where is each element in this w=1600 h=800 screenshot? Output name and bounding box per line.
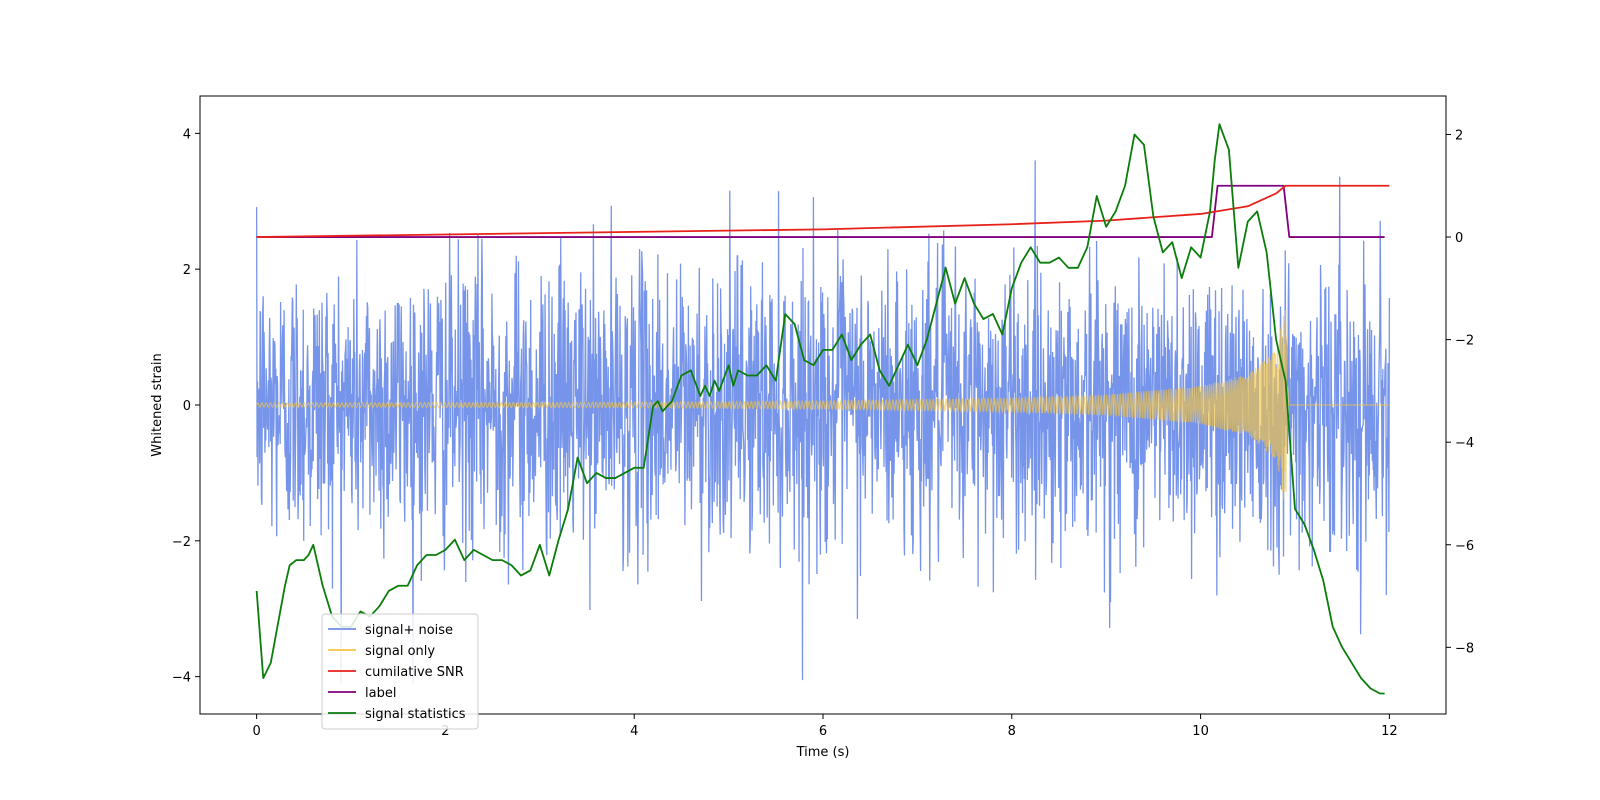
x-tick-label: 12: [1381, 724, 1398, 739]
x-tick-label: 4: [630, 724, 638, 739]
legend-label: signal only: [365, 644, 435, 659]
x-tick-label: 2: [441, 724, 449, 739]
plot-area: [255, 123, 1391, 695]
left-y-tick-label: 0: [183, 399, 191, 414]
series-signal-only-line: [256, 310, 1390, 500]
legend-label: signal+ noise: [365, 623, 453, 638]
right-y-tick-label: −4: [1455, 436, 1474, 451]
left-y-tick-label: 4: [183, 127, 191, 142]
legend: signal+ noise signal only cumilative SNR la…: [321, 613, 479, 730]
series-cumulative-snr-line: [256, 184, 1390, 238]
x-tick-label: 0: [252, 724, 260, 739]
left-y-tick-label: −4: [172, 671, 191, 686]
legend-label: signal statistics: [365, 707, 466, 722]
legend-box: [321, 613, 479, 730]
legend-label: cumilative SNR: [365, 665, 464, 680]
left-y-tick-label: 2: [183, 263, 191, 278]
x-tick-label: 8: [1008, 724, 1016, 739]
x-axis-title: Time (s): [796, 745, 850, 760]
legend-label: label: [365, 686, 396, 701]
right-y-tick-label: −8: [1455, 641, 1474, 656]
left-y-axis-title: Whitened strain: [150, 353, 165, 456]
series-label-line: [256, 184, 1385, 238]
series-signal-noise-line: [255, 160, 1391, 684]
right-y-tick-label: 2: [1455, 128, 1463, 143]
left-y-tick-label: −2: [172, 535, 191, 550]
right-y-tick-label: 0: [1455, 231, 1463, 246]
x-tick-label: 10: [1192, 724, 1209, 739]
x-tick-label: 6: [819, 724, 827, 739]
right-y-tick-label: −6: [1455, 539, 1474, 554]
axis-ticks: 0 2 4 6 8 10 12 −4 −2 0 2 4 −8 −6 −4 −2 0 2: [172, 127, 1474, 739]
right-y-tick-label: −2: [1455, 334, 1474, 349]
series-signal-statistics-line: [255, 123, 1385, 695]
